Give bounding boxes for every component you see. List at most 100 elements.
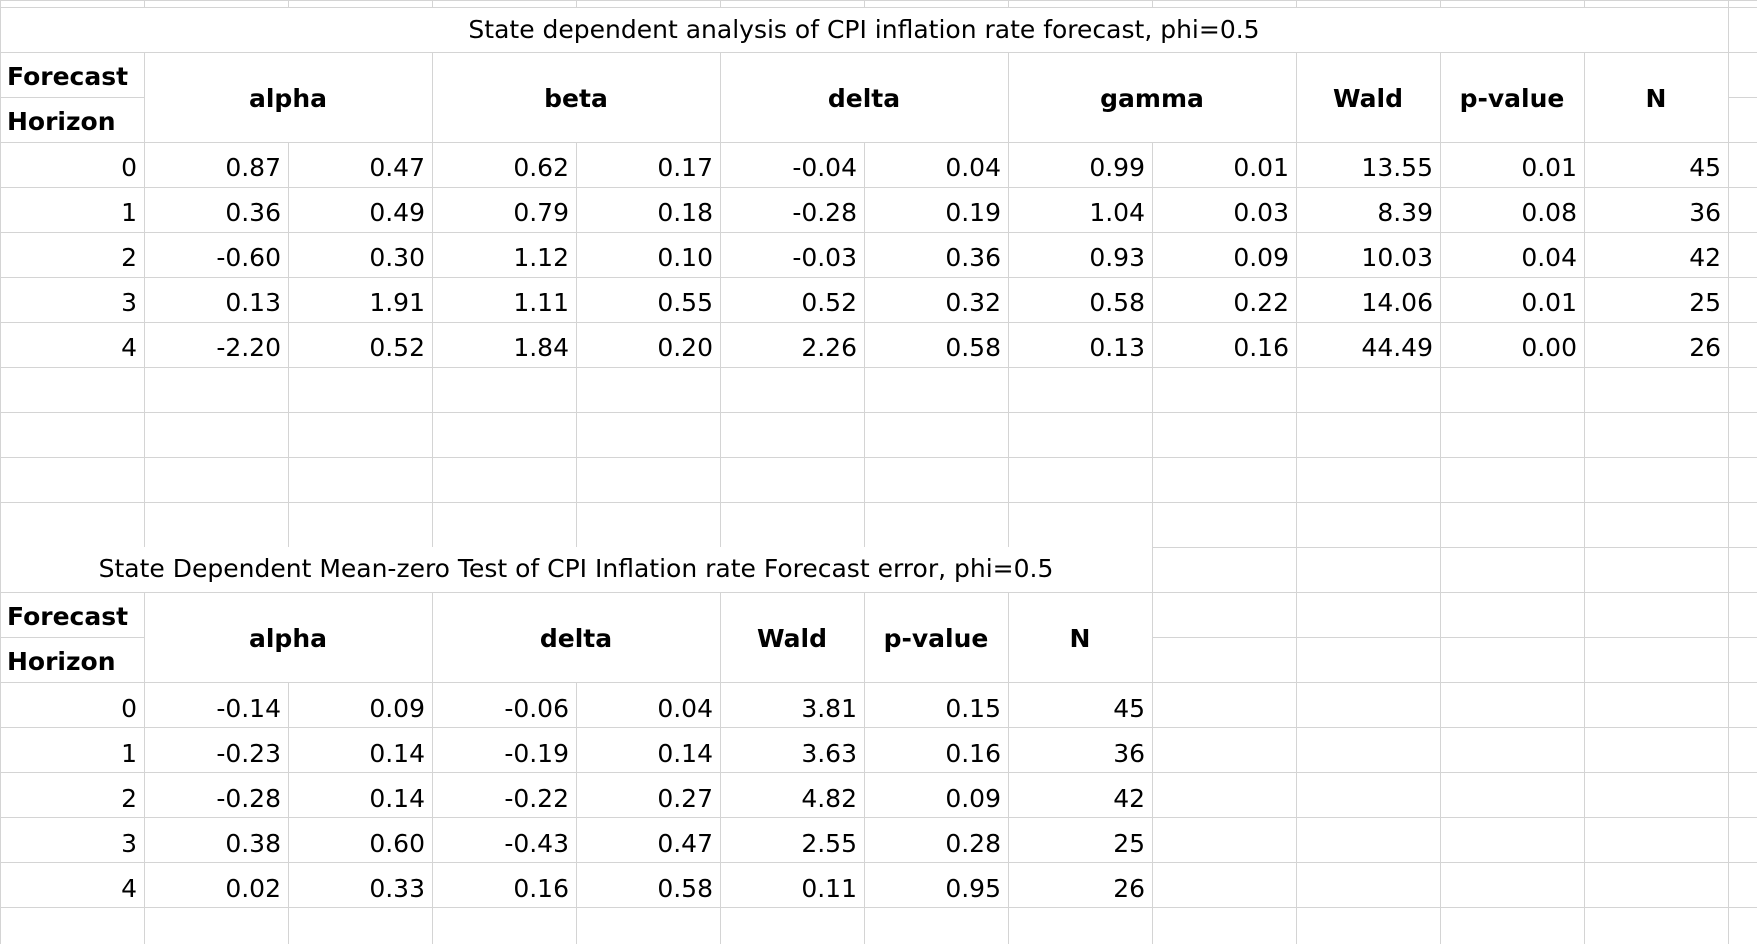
- table1-cell-delta-se[interactable]: 0.36: [945, 243, 1001, 272]
- table1-cell-beta[interactable]: 1.11: [513, 288, 569, 317]
- table2-cell-delta[interactable]: -0.22: [504, 784, 569, 813]
- table1-cell-beta-se[interactable]: 0.55: [657, 288, 713, 317]
- table1-cell-gamma[interactable]: 0.93: [1089, 243, 1145, 272]
- table1-cell-alpha-se[interactable]: 0.49: [369, 198, 425, 227]
- table1-cell-wald[interactable]: 13.55: [1361, 153, 1433, 182]
- table1-cell-alpha-se[interactable]: 0.47: [369, 153, 425, 182]
- table2-cell-n[interactable]: 42: [1113, 784, 1145, 813]
- table1-cell-beta[interactable]: 0.62: [513, 153, 569, 182]
- table1-cell-p-value[interactable]: 0.08: [1521, 198, 1577, 227]
- table2-cell-wald[interactable]: 3.81: [801, 694, 857, 723]
- table2-cell-alpha-se[interactable]: 0.14: [369, 739, 425, 768]
- table1-cell-delta[interactable]: -0.03: [792, 243, 857, 272]
- table2-cell-n[interactable]: 26: [1113, 874, 1145, 903]
- table1-cell-beta-se[interactable]: 0.18: [657, 198, 713, 227]
- table1-cell-horizon[interactable]: 0: [121, 153, 137, 182]
- table2-cell-p-value[interactable]: 0.28: [945, 829, 1001, 858]
- table2-cell-horizon[interactable]: 2: [121, 784, 137, 813]
- table1-cell-n[interactable]: 36: [1689, 198, 1721, 227]
- table1-cell-delta-se[interactable]: 0.58: [945, 333, 1001, 362]
- table1-cell-beta[interactable]: 1.12: [513, 243, 569, 272]
- table1-cell-beta-se[interactable]: 0.10: [657, 243, 713, 272]
- table2-cell-delta[interactable]: -0.06: [504, 694, 569, 723]
- table1-cell-alpha[interactable]: -2.20: [216, 333, 281, 362]
- table2-cell-delta-se[interactable]: 0.47: [657, 829, 713, 858]
- table2-cell-alpha-se[interactable]: 0.60: [369, 829, 425, 858]
- table1-cell-gamma-se[interactable]: 0.22: [1233, 288, 1289, 317]
- table1-cell-alpha[interactable]: 0.87: [225, 153, 281, 182]
- table2-cell-delta[interactable]: 0.16: [513, 874, 569, 903]
- table1-cell-gamma[interactable]: 1.04: [1089, 198, 1145, 227]
- table2-cell-horizon[interactable]: 4: [121, 874, 137, 903]
- table1-cell-beta[interactable]: 0.79: [513, 198, 569, 227]
- table2-cell-alpha-se[interactable]: 0.33: [369, 874, 425, 903]
- table1-cell-gamma-se[interactable]: 0.16: [1233, 333, 1289, 362]
- table1-cell-horizon[interactable]: 2: [121, 243, 137, 272]
- table1-cell-delta-se[interactable]: 0.19: [945, 198, 1001, 227]
- table1-cell-gamma[interactable]: 0.58: [1089, 288, 1145, 317]
- table1-cell-alpha-se[interactable]: 0.52: [369, 333, 425, 362]
- table1-cell-wald[interactable]: 10.03: [1361, 243, 1433, 272]
- table2-cell-delta-se[interactable]: 0.04: [657, 694, 713, 723]
- table2-cell-alpha-se[interactable]: 0.14: [369, 784, 425, 813]
- table1-cell-p-value[interactable]: 0.01: [1521, 288, 1577, 317]
- table2-cell-wald[interactable]: 4.82: [801, 784, 857, 813]
- table1-cell-p-value[interactable]: 0.01: [1521, 153, 1577, 182]
- table1-cell-wald[interactable]: 44.49: [1361, 333, 1433, 362]
- table1-cell-n[interactable]: 42: [1689, 243, 1721, 272]
- table1-cell-gamma[interactable]: 0.99: [1089, 153, 1145, 182]
- table2-cell-p-value[interactable]: 0.16: [945, 739, 1001, 768]
- table2-cell-n[interactable]: 36: [1113, 739, 1145, 768]
- table2-cell-horizon[interactable]: 3: [121, 829, 137, 858]
- table2-cell-delta-se[interactable]: 0.14: [657, 739, 713, 768]
- table2-cell-delta-se[interactable]: 0.58: [657, 874, 713, 903]
- table1-cell-alpha-se[interactable]: 1.91: [369, 288, 425, 317]
- table2-cell-alpha-se[interactable]: 0.09: [369, 694, 425, 723]
- table1-cell-horizon[interactable]: 3: [121, 288, 137, 317]
- table1-cell-beta-se[interactable]: 0.17: [657, 153, 713, 182]
- table2-cell-alpha[interactable]: 0.38: [225, 829, 281, 858]
- table2-cell-p-value[interactable]: 0.15: [945, 694, 1001, 723]
- table2-cell-alpha[interactable]: 0.02: [225, 874, 281, 903]
- table1-cell-n[interactable]: 25: [1689, 288, 1721, 317]
- table2-cell-wald[interactable]: 0.11: [801, 874, 857, 903]
- table1-cell-horizon[interactable]: 1: [121, 198, 137, 227]
- table2-cell-wald[interactable]: 3.63: [801, 739, 857, 768]
- table1-cell-p-value[interactable]: 0.04: [1521, 243, 1577, 272]
- table2-cell-n[interactable]: 25: [1113, 829, 1145, 858]
- table1-cell-wald[interactable]: 8.39: [1377, 198, 1433, 227]
- table1-cell-n[interactable]: 26: [1689, 333, 1721, 362]
- table1-cell-delta-se[interactable]: 0.32: [945, 288, 1001, 317]
- table2-cell-delta[interactable]: -0.19: [504, 739, 569, 768]
- table2-cell-horizon[interactable]: 0: [121, 694, 137, 723]
- table2-cell-delta-se[interactable]: 0.27: [657, 784, 713, 813]
- table2-cell-wald[interactable]: 2.55: [801, 829, 857, 858]
- table2-cell-alpha[interactable]: -0.28: [216, 784, 281, 813]
- table1-cell-horizon[interactable]: 4: [121, 333, 137, 362]
- table2-cell-alpha[interactable]: -0.14: [216, 694, 281, 723]
- table1-cell-alpha[interactable]: 0.13: [225, 288, 281, 317]
- table2-cell-p-value[interactable]: 0.95: [945, 874, 1001, 903]
- table1-cell-beta-se[interactable]: 0.20: [657, 333, 713, 362]
- table1-cell-wald[interactable]: 14.06: [1361, 288, 1433, 317]
- table2-cell-delta[interactable]: -0.43: [504, 829, 569, 858]
- table1-cell-delta[interactable]: 2.26: [801, 333, 857, 362]
- table1-cell-n[interactable]: 45: [1689, 153, 1721, 182]
- table1-cell-p-value[interactable]: 0.00: [1521, 333, 1577, 362]
- table1-cell-delta[interactable]: -0.04: [792, 153, 857, 182]
- table1-cell-gamma-se[interactable]: 0.01: [1233, 153, 1289, 182]
- table1-cell-alpha[interactable]: -0.60: [216, 243, 281, 272]
- table1-cell-beta[interactable]: 1.84: [513, 333, 569, 362]
- table1-cell-gamma-se[interactable]: 0.03: [1233, 198, 1289, 227]
- table2-cell-n[interactable]: 45: [1113, 694, 1145, 723]
- table1-cell-delta-se[interactable]: 0.04: [945, 153, 1001, 182]
- table2-cell-alpha[interactable]: -0.23: [216, 739, 281, 768]
- table2-cell-p-value[interactable]: 0.09: [945, 784, 1001, 813]
- table2-cell-horizon[interactable]: 1: [121, 739, 137, 768]
- table1-cell-gamma-se[interactable]: 0.09: [1233, 243, 1289, 272]
- table1-cell-alpha[interactable]: 0.36: [225, 198, 281, 227]
- table1-cell-delta[interactable]: 0.52: [801, 288, 857, 317]
- table1-cell-alpha-se[interactable]: 0.30: [369, 243, 425, 272]
- table1-cell-delta[interactable]: -0.28: [792, 198, 857, 227]
- table1-cell-gamma[interactable]: 0.13: [1089, 333, 1145, 362]
